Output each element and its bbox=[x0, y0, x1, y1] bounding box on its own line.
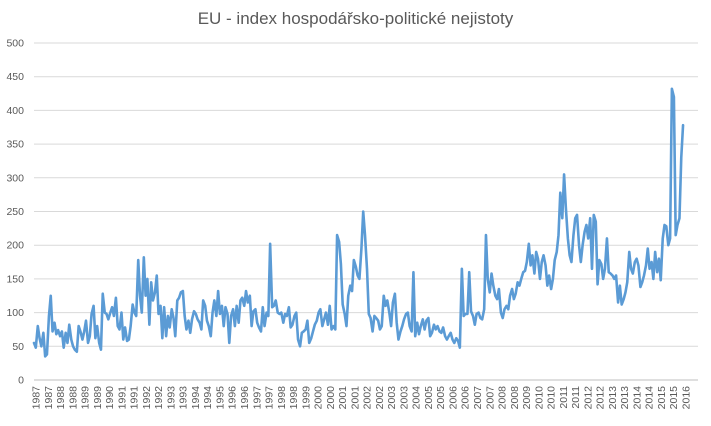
x-tick-label: 1998 bbox=[276, 386, 288, 410]
gridlines bbox=[34, 42, 698, 381]
x-tick-label: 2003 bbox=[386, 386, 398, 410]
x-tick-label: 1987 bbox=[31, 386, 43, 410]
x-tick-label: 2006 bbox=[447, 386, 459, 410]
x-tick-label: 2001 bbox=[337, 386, 349, 410]
x-tick-label: 1995 bbox=[214, 386, 226, 410]
x-tick-label: 2005 bbox=[423, 386, 435, 410]
x-tick-label: 1989 bbox=[80, 386, 92, 410]
y-tick-label: 350 bbox=[6, 139, 24, 151]
x-tick-label: 1994 bbox=[202, 386, 214, 410]
x-tick-label: 1988 bbox=[55, 386, 67, 410]
y-tick-label: 200 bbox=[6, 240, 24, 252]
x-tick-label: 2008 bbox=[509, 386, 521, 410]
x-tick-label: 1996 bbox=[227, 386, 239, 410]
y-tick-label: 450 bbox=[6, 71, 24, 83]
x-tick-label: 1993 bbox=[165, 386, 177, 410]
x-tick-label: 2014 bbox=[631, 386, 643, 410]
x-tick-label: 2005 bbox=[435, 386, 447, 410]
x-tick-label: 1992 bbox=[153, 386, 165, 410]
x-tick-label: 2015 bbox=[668, 386, 680, 410]
x-tick-label: 2011 bbox=[558, 386, 570, 409]
y-tick-label: 0 bbox=[18, 375, 24, 387]
y-tick-label: 300 bbox=[6, 172, 24, 184]
x-tick-label: 2010 bbox=[546, 386, 558, 410]
x-tick-label: 2008 bbox=[497, 386, 509, 410]
y-tick-label: 500 bbox=[6, 38, 24, 50]
x-tick-label: 2002 bbox=[362, 386, 374, 410]
x-tick-label: 1993 bbox=[178, 386, 190, 410]
x-tick-label: 2003 bbox=[398, 386, 410, 410]
x-tick-label: 1988 bbox=[67, 386, 79, 410]
x-tick-label: 2013 bbox=[619, 386, 631, 410]
x-tick-label: 2014 bbox=[644, 386, 656, 410]
series-line bbox=[32, 87, 685, 358]
x-tick-label: 1989 bbox=[92, 386, 104, 410]
y-tick-label: 150 bbox=[6, 273, 24, 285]
x-tick-label: 2015 bbox=[656, 386, 668, 410]
x-tick-label: 1991 bbox=[129, 386, 141, 410]
x-tick-label: 2004 bbox=[411, 386, 423, 410]
x-tick-label: 2013 bbox=[607, 386, 619, 410]
x-tick-label: 2000 bbox=[313, 386, 325, 410]
x-tick-label: 2007 bbox=[472, 386, 484, 410]
chart-title: EU - index hospodářsko-politické nejisto… bbox=[198, 9, 514, 28]
x-tick-label: 2007 bbox=[484, 386, 496, 410]
series-layer bbox=[32, 87, 685, 358]
x-tick-label: 1994 bbox=[190, 386, 202, 410]
x-tick-label: 1990 bbox=[104, 386, 116, 410]
x-tick-label: 1987 bbox=[43, 386, 55, 410]
y-tick-label: 250 bbox=[6, 206, 24, 218]
x-tick-label: 1999 bbox=[300, 386, 312, 410]
y-tick-label: 100 bbox=[6, 307, 24, 319]
x-tick-label: 2006 bbox=[460, 386, 472, 410]
x-axis-tick-labels: 1987 1987 1988 1988 1989 1989 1990 1991 1991 1992… bbox=[31, 386, 693, 410]
x-tick-label: 1997 bbox=[264, 386, 276, 410]
x-tick-label: 1997 bbox=[251, 386, 263, 410]
x-tick-label: 2010 bbox=[533, 386, 545, 410]
x-tick-label: 2000 bbox=[325, 386, 337, 410]
x-tick-label: 2016 bbox=[681, 386, 693, 410]
x-tick-label: 2011 bbox=[570, 386, 582, 409]
x-tick-label: 1991 bbox=[116, 386, 128, 410]
x-tick-label: 1996 bbox=[239, 386, 251, 410]
x-tick-label: 2009 bbox=[521, 386, 533, 410]
x-tick-label: 2012 bbox=[582, 386, 594, 410]
y-tick-label: 400 bbox=[6, 105, 24, 117]
x-tick-label: 1992 bbox=[141, 386, 153, 410]
x-tick-label: 1998 bbox=[288, 386, 300, 410]
y-tick-label: 50 bbox=[12, 341, 24, 353]
x-tick-label: 2001 bbox=[349, 386, 361, 410]
x-tick-label: 2012 bbox=[595, 386, 607, 410]
x-tick-label: 2002 bbox=[374, 386, 386, 410]
y-axis-tick-labels: 0 50 100 150 200 250 300 350 400 450 500 bbox=[6, 38, 24, 387]
